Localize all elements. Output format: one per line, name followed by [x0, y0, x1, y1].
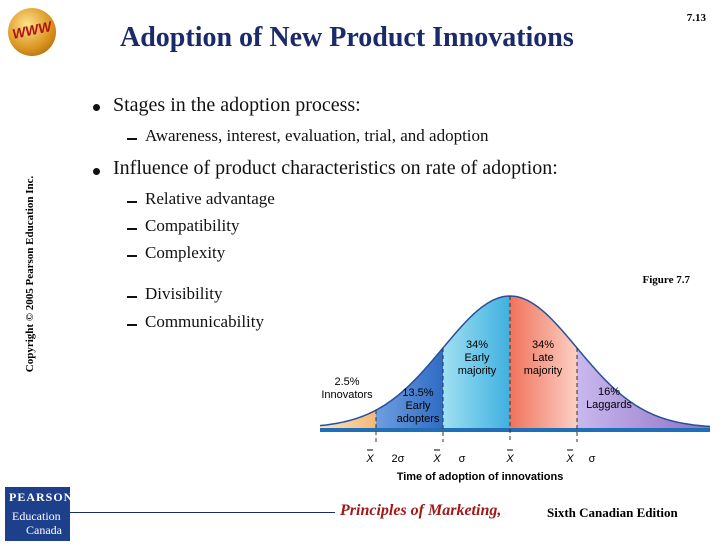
bullet-marker: [93, 104, 100, 111]
axis-mean: X: [432, 453, 441, 465]
segment-percent: 16%: [598, 386, 620, 398]
axis-offset: σ: [459, 453, 466, 465]
footer-book: Principles of Marketing,: [340, 502, 502, 519]
segment-name: Innovators: [321, 389, 373, 401]
segment-name: majority: [458, 365, 497, 377]
segment-name: Early: [405, 400, 431, 412]
publisher-name: PEARSON: [9, 490, 74, 504]
dash-marker: [127, 296, 137, 298]
segment-percent: 2.5%: [334, 376, 359, 388]
axis-mean: X: [505, 453, 514, 465]
axis-title: Time of adoption of innovations: [397, 471, 564, 483]
axis-bar: [320, 428, 710, 432]
bullet: Stages in the adoption process:: [113, 94, 361, 116]
subitem: Awareness, interest, evaluation, trial, …: [145, 126, 489, 145]
subitem: Relative advantage: [145, 189, 275, 208]
page-number: 7.13: [686, 12, 706, 24]
segment-percent: 13.5%: [402, 387, 433, 399]
publisher-line: Education: [12, 509, 61, 523]
subitem: Complexity: [145, 243, 226, 262]
figure-label: Figure 7.7: [642, 274, 690, 286]
publisher-line: Canada: [26, 523, 62, 537]
subitem: Divisibility: [145, 284, 223, 303]
dash-marker: [127, 201, 137, 203]
segment-percent: 34%: [466, 339, 488, 351]
dash-marker: [127, 138, 137, 140]
footer-rule: [70, 512, 335, 513]
bullet-marker: [93, 168, 100, 175]
segment-name: Late: [532, 352, 553, 364]
curve-segment: [577, 347, 710, 428]
subitem: Communicability: [145, 312, 264, 331]
subitem: Compatibility: [145, 216, 240, 235]
curve-outline: [319, 295, 711, 428]
axis-offset: 2σ: [392, 453, 405, 465]
publisher-logo: [5, 487, 70, 541]
axis-mean: X: [565, 453, 574, 465]
segment-name: adopters: [397, 413, 440, 425]
segment-name: Laggards: [586, 399, 632, 411]
segment-percent: 34%: [532, 339, 554, 351]
axis-offset: σ: [589, 453, 596, 465]
footer-edition: Sixth Canadian Edition: [547, 505, 678, 520]
dash-marker: [127, 324, 137, 326]
logo: [8, 8, 56, 56]
dash-marker: [127, 255, 137, 257]
segment-name: majority: [524, 365, 563, 377]
axis-mean: X: [365, 453, 374, 465]
segment-name: Early: [464, 352, 490, 364]
dash-marker: [127, 228, 137, 230]
curve-segment: [320, 410, 376, 428]
title: Adoption of New Product Innovations: [120, 22, 574, 53]
bullet: Influence of product characteristics on …: [113, 157, 558, 179]
